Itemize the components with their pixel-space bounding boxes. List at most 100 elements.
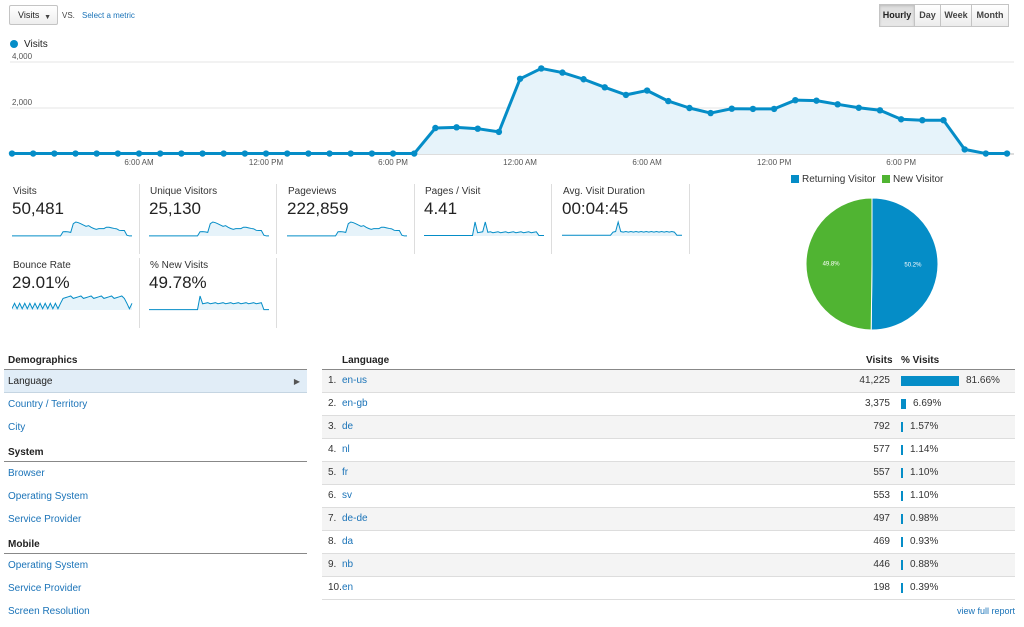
- data-point[interactable]: [961, 146, 968, 153]
- nav-item-mobile-operating-system[interactable]: Operating System: [8, 560, 89, 571]
- nav-item-service-provider[interactable]: Service Provider: [8, 514, 82, 525]
- scorecard-value: 00:04:45: [562, 199, 629, 218]
- visits-legend-dot-icon: [10, 40, 18, 48]
- nav-item-country-territory[interactable]: Country / Territory: [8, 399, 88, 410]
- data-point[interactable]: [834, 101, 841, 108]
- data-point[interactable]: [51, 150, 58, 157]
- language-link[interactable]: de: [342, 421, 354, 432]
- nav-item-language[interactable]: Language ▶: [4, 370, 307, 393]
- nav-item-mobile-service-provider[interactable]: Service Provider: [8, 583, 82, 594]
- scorecard-pages-per-visit[interactable]: Pages / Visit 4.41: [414, 184, 552, 254]
- data-point[interactable]: [622, 91, 630, 99]
- data-point[interactable]: [940, 116, 947, 124]
- data-point[interactable]: [432, 124, 439, 132]
- chevron-down-icon: ▼: [44, 14, 51, 21]
- language-link[interactable]: da: [342, 536, 354, 547]
- pie-slice[interactable]: [870, 197, 939, 331]
- x-tick-label: 12:00 PM: [249, 158, 284, 167]
- data-point[interactable]: [114, 150, 122, 157]
- scorecard-value: 50,481: [12, 199, 64, 218]
- sparkline-line: [149, 221, 269, 237]
- language-link[interactable]: en-us: [342, 375, 368, 386]
- data-point[interactable]: [389, 150, 397, 157]
- data-point[interactable]: [665, 97, 672, 105]
- data-point[interactable]: [72, 150, 79, 157]
- pie-slice[interactable]: [805, 197, 873, 331]
- data-point[interactable]: [199, 150, 206, 157]
- column-header-percent-visits[interactable]: % Visits: [901, 355, 940, 366]
- data-point[interactable]: [876, 107, 884, 114]
- scorecard-bounce-rate[interactable]: Bounce Rate 29.01%: [2, 258, 140, 328]
- scorecard-avg-visit-duration[interactable]: Avg. Visit Duration 00:04:45: [552, 184, 690, 254]
- data-point[interactable]: [220, 150, 227, 157]
- language-link[interactable]: de-de: [342, 513, 368, 524]
- scorecard-pageviews[interactable]: Pageviews 222,859: [277, 184, 415, 254]
- data-point[interactable]: [792, 96, 799, 104]
- data-point[interactable]: [728, 105, 735, 112]
- period-month-button[interactable]: Month: [971, 4, 1009, 27]
- language-link[interactable]: en: [342, 582, 354, 593]
- period-day-button[interactable]: Day: [914, 4, 941, 27]
- data-point[interactable]: [453, 124, 460, 131]
- data-point[interactable]: [749, 105, 757, 113]
- pie-legend-new[interactable]: New Visitor: [882, 174, 943, 185]
- data-point[interactable]: [368, 150, 376, 157]
- scorecard-visits[interactable]: Visits 50,481: [2, 184, 140, 254]
- data-point[interactable]: [982, 150, 990, 157]
- view-full-report-link[interactable]: view full report: [956, 606, 1015, 616]
- data-point[interactable]: [686, 104, 693, 112]
- data-point[interactable]: [284, 150, 291, 157]
- data-point[interactable]: [29, 150, 37, 157]
- data-point[interactable]: [474, 125, 481, 132]
- data-point[interactable]: [93, 150, 100, 157]
- data-point[interactable]: [241, 150, 249, 157]
- data-point[interactable]: [601, 84, 608, 91]
- data-point[interactable]: [326, 150, 333, 157]
- data-point[interactable]: [347, 150, 354, 157]
- language-link[interactable]: nb: [342, 559, 354, 570]
- data-point[interactable]: [855, 104, 863, 111]
- language-link[interactable]: fr: [342, 467, 349, 478]
- language-link[interactable]: sv: [342, 490, 352, 501]
- nav-item-city[interactable]: City: [8, 422, 26, 433]
- language-link[interactable]: nl: [342, 444, 350, 455]
- data-point[interactable]: [919, 116, 926, 124]
- data-point[interactable]: [495, 128, 503, 136]
- language-link[interactable]: en-gb: [342, 398, 368, 409]
- data-point[interactable]: [411, 150, 418, 157]
- scorecard-new-visits[interactable]: % New Visits 49.78%: [139, 258, 277, 328]
- data-point[interactable]: [516, 75, 524, 82]
- data-point[interactable]: [643, 87, 651, 94]
- nav-item-screen-resolution[interactable]: Screen Resolution: [8, 606, 90, 617]
- nav-item-browser[interactable]: Browser: [8, 468, 45, 479]
- data-point[interactable]: [1003, 150, 1011, 157]
- data-point[interactable]: [770, 105, 778, 113]
- sparkline-area: [12, 296, 132, 310]
- column-header-visits[interactable]: Visits: [866, 355, 893, 366]
- percent-bar: [901, 445, 903, 455]
- pie-legend-returning[interactable]: Returning Visitor: [791, 174, 876, 185]
- sparkline: [149, 221, 269, 237]
- scorecard-unique-visitors[interactable]: Unique Visitors 25,130: [139, 184, 277, 254]
- select-metric-link[interactable]: Select a metric: [82, 11, 135, 20]
- data-point[interactable]: [156, 150, 164, 157]
- data-point[interactable]: [178, 150, 185, 157]
- percent-bar: [901, 491, 903, 501]
- sparkline-line: [12, 221, 132, 237]
- data-point[interactable]: [305, 150, 312, 157]
- table-row: 1. en-us 41,225 81.66%: [322, 370, 1015, 393]
- data-point[interactable]: [538, 65, 545, 72]
- metric-dropdown[interactable]: Visits ▼: [9, 5, 58, 25]
- data-point[interactable]: [559, 69, 566, 76]
- data-point[interactable]: [580, 76, 587, 83]
- data-point[interactable]: [707, 109, 714, 117]
- data-point[interactable]: [262, 150, 270, 157]
- data-point[interactable]: [813, 97, 820, 104]
- nav-item-operating-system[interactable]: Operating System: [8, 491, 89, 502]
- data-point[interactable]: [135, 150, 143, 157]
- period-week-button[interactable]: Week: [940, 4, 972, 27]
- period-hourly-button[interactable]: Hourly: [879, 4, 915, 27]
- column-header-language[interactable]: Language: [342, 355, 390, 366]
- data-point[interactable]: [8, 150, 16, 157]
- data-point[interactable]: [897, 116, 905, 123]
